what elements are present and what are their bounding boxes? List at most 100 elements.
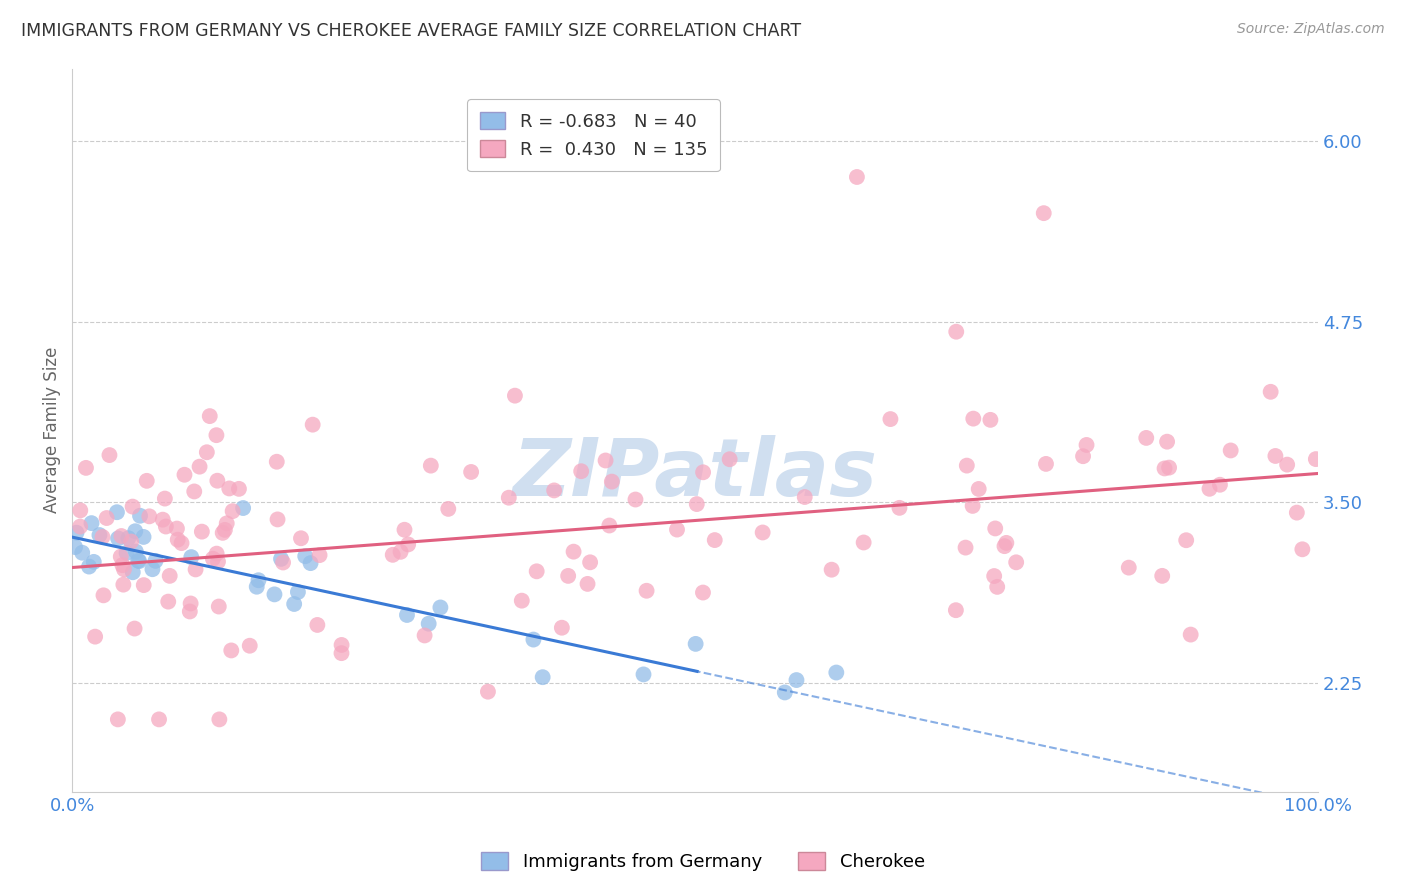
Point (1198, 482, 1220, 496)
Point (69, 519, 91, 533)
Point (460, 465, 482, 479)
Point (1118, 560, 1140, 574)
Point (129, 508, 152, 523)
Point (389, 545, 412, 559)
Point (1275, 458, 1298, 472)
Point (703, 533, 725, 547)
Point (793, 490, 815, 504)
Point (955, 541, 977, 555)
Point (115, 546, 138, 560)
Point (562, 544, 585, 558)
Point (1219, 443, 1241, 458)
Point (207, 555, 229, 569)
Point (179, 605, 201, 619)
Point (135, 474, 157, 488)
Point (125, 544, 148, 558)
Point (96, 511, 118, 525)
Point (1180, 627, 1202, 641)
Point (124, 622, 146, 636)
Point (221, 504, 243, 518)
Point (1264, 449, 1286, 463)
Point (180, 597, 202, 611)
Point (1156, 434, 1178, 449)
Point (595, 453, 617, 467)
Point (89, 528, 111, 542)
Point (889, 500, 911, 515)
Point (1209, 477, 1232, 491)
Point (290, 531, 312, 545)
Point (98, 448, 121, 462)
Point (429, 600, 451, 615)
Point (228, 482, 250, 496)
Point (105, 505, 128, 519)
Point (247, 573, 270, 587)
Point (246, 580, 269, 594)
Point (330, 646, 353, 660)
Text: Source: ZipAtlas.com: Source: ZipAtlas.com (1237, 22, 1385, 37)
Point (979, 413, 1001, 427)
Point (419, 458, 441, 473)
Legend: Immigrants from Germany, Cherokee: Immigrants from Germany, Cherokee (474, 846, 932, 879)
Point (600, 475, 623, 489)
Point (132, 578, 155, 592)
Point (159, 569, 181, 583)
Point (93, 588, 115, 602)
Point (195, 445, 218, 459)
Point (132, 530, 155, 544)
Point (198, 409, 221, 423)
Point (266, 455, 288, 469)
Point (526, 564, 548, 578)
Point (170, 536, 193, 550)
Point (962, 411, 984, 425)
Point (852, 535, 875, 549)
Point (148, 712, 170, 726)
Point (666, 523, 689, 537)
Point (307, 618, 329, 632)
Point (166, 522, 188, 536)
Point (80, 516, 103, 530)
Point (294, 549, 316, 564)
Point (945, 325, 967, 339)
Point (692, 465, 714, 479)
Point (1032, 206, 1054, 220)
Point (510, 593, 533, 607)
Point (77, 559, 100, 574)
Point (962, 499, 984, 513)
Point (110, 529, 132, 543)
Point (394, 523, 416, 537)
Point (157, 594, 180, 608)
Point (121, 566, 143, 580)
Point (208, 712, 231, 726)
Point (110, 549, 132, 564)
Point (214, 523, 236, 537)
Point (685, 637, 707, 651)
Text: IMMIGRANTS FROM GERMANY VS CHEROKEE AVERAGE FAMILY SIZE CORRELATION CHART: IMMIGRANTS FROM GERMANY VS CHEROKEE AVER… (21, 22, 801, 40)
Point (1285, 506, 1308, 520)
Point (1135, 431, 1157, 445)
Point (65, 525, 87, 540)
Point (211, 525, 233, 540)
Point (191, 524, 214, 539)
Point (184, 562, 207, 576)
Point (232, 501, 254, 516)
Point (188, 459, 211, 474)
Point (995, 536, 1018, 550)
Point (531, 670, 554, 684)
Point (299, 556, 322, 570)
Point (773, 685, 796, 699)
Point (1291, 542, 1313, 557)
Point (155, 519, 177, 533)
Point (569, 464, 592, 478)
Point (283, 597, 305, 611)
Point (138, 509, 160, 524)
Point (330, 638, 353, 652)
Point (413, 628, 436, 642)
Point (75, 461, 97, 475)
Point (121, 500, 143, 514)
Point (205, 428, 228, 442)
Point (84, 630, 107, 644)
Point (287, 585, 309, 599)
Point (1005, 555, 1028, 569)
Point (219, 643, 242, 657)
Point (127, 553, 149, 567)
